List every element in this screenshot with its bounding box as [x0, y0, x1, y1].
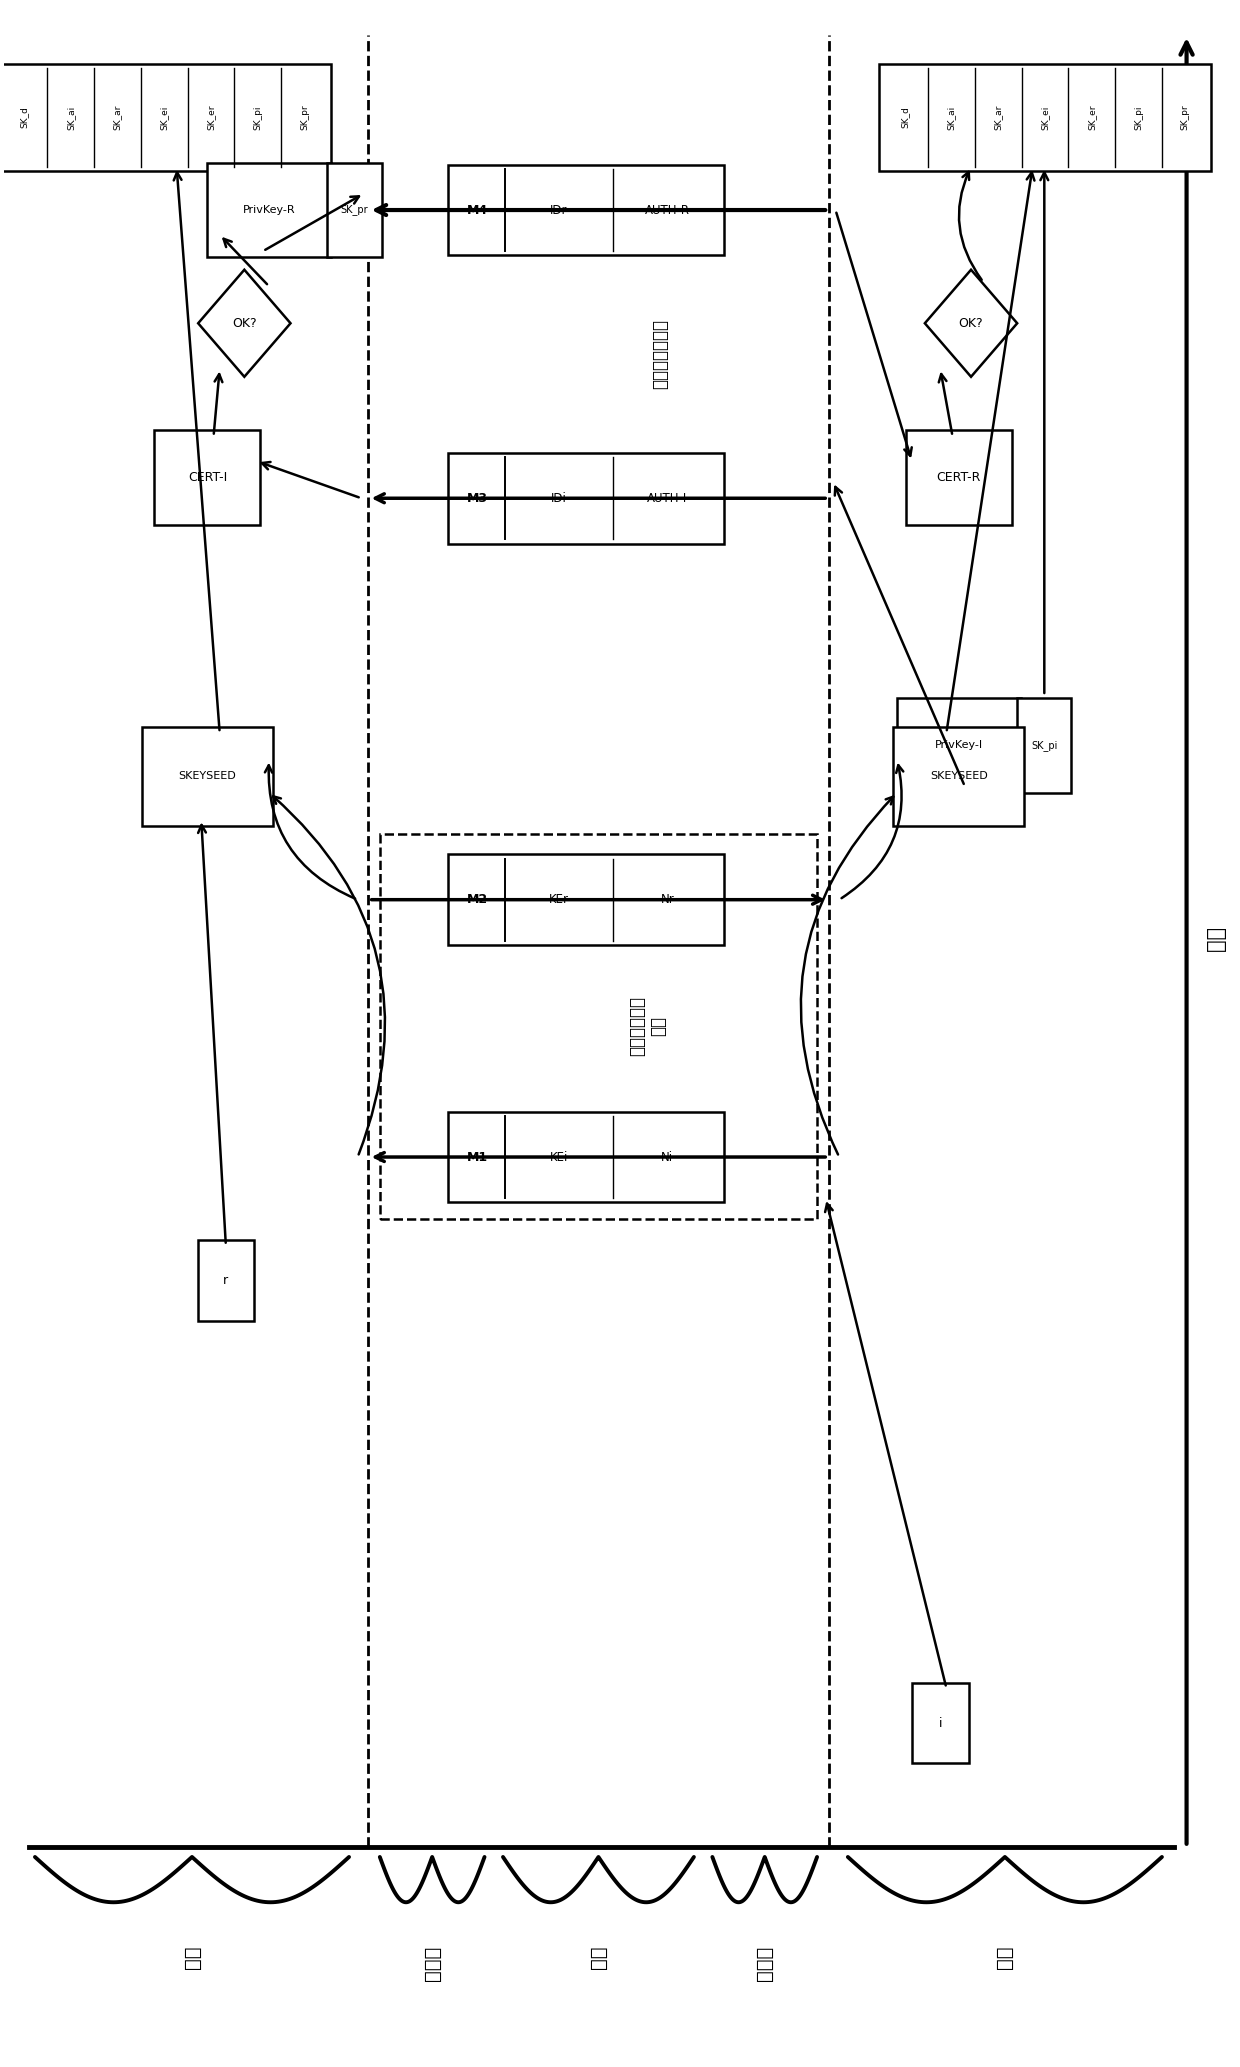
- Text: SK_ar: SK_ar: [993, 105, 1003, 130]
- FancyBboxPatch shape: [1017, 699, 1071, 792]
- Text: SK_ai: SK_ai: [947, 105, 956, 130]
- FancyBboxPatch shape: [448, 453, 724, 544]
- Text: SKEYSEED: SKEYSEED: [179, 771, 237, 781]
- Text: 应答器: 应答器: [423, 1945, 441, 1980]
- Text: SK_pr: SK_pr: [1180, 105, 1190, 130]
- FancyBboxPatch shape: [207, 163, 331, 258]
- FancyBboxPatch shape: [879, 64, 1211, 172]
- Text: M3: M3: [467, 492, 489, 504]
- Text: PrivKey-R: PrivKey-R: [243, 205, 295, 215]
- FancyBboxPatch shape: [0, 64, 331, 172]
- Text: SK_er: SK_er: [207, 105, 216, 130]
- Text: （秘密的）认证: （秘密的）认证: [651, 318, 670, 389]
- Text: SKEYSEED: SKEYSEED: [930, 771, 987, 781]
- Text: Ni: Ni: [661, 1151, 673, 1164]
- Text: SK_pr: SK_pr: [300, 105, 309, 130]
- Text: CERT-R: CERT-R: [936, 471, 981, 484]
- Text: Nr: Nr: [661, 893, 675, 905]
- FancyBboxPatch shape: [448, 854, 724, 945]
- FancyBboxPatch shape: [197, 1240, 254, 1321]
- Text: AUTH-I: AUTH-I: [647, 492, 687, 504]
- Text: 处理: 处理: [996, 1945, 1014, 1970]
- Text: AUTH-R: AUTH-R: [645, 203, 689, 217]
- Bar: [379, 833, 817, 1220]
- Text: SK_pr: SK_pr: [341, 205, 368, 215]
- Polygon shape: [198, 269, 290, 376]
- Polygon shape: [925, 269, 1017, 376]
- Text: SK_ar: SK_ar: [113, 105, 122, 130]
- FancyBboxPatch shape: [155, 430, 260, 525]
- FancyBboxPatch shape: [905, 430, 1012, 525]
- FancyBboxPatch shape: [911, 1683, 968, 1763]
- Text: SK_er: SK_er: [1087, 105, 1096, 130]
- Text: 迪菲－赫尔曼
交换: 迪菲－赫尔曼 交换: [629, 996, 667, 1056]
- Text: r: r: [223, 1273, 228, 1288]
- Text: SK_pi: SK_pi: [1135, 105, 1143, 130]
- Text: M1: M1: [467, 1151, 489, 1164]
- Text: KEr: KEr: [549, 893, 569, 905]
- Text: 时间: 时间: [1205, 928, 1225, 953]
- Text: SK_ai: SK_ai: [66, 105, 76, 130]
- Text: M4: M4: [467, 203, 489, 217]
- Text: KEi: KEi: [549, 1151, 568, 1164]
- Text: IDi: IDi: [551, 492, 567, 504]
- Text: 通信: 通信: [589, 1945, 608, 1970]
- Text: CERT-I: CERT-I: [187, 471, 227, 484]
- Text: SK_pi: SK_pi: [1032, 740, 1058, 750]
- Text: PrivKey-I: PrivKey-I: [935, 740, 983, 750]
- FancyBboxPatch shape: [448, 165, 724, 256]
- Text: i: i: [939, 1718, 942, 1730]
- Text: 起始器: 起始器: [755, 1945, 774, 1980]
- FancyBboxPatch shape: [448, 1112, 724, 1203]
- FancyBboxPatch shape: [143, 728, 273, 825]
- Text: M2: M2: [467, 893, 489, 905]
- Text: OK?: OK?: [959, 316, 983, 331]
- Text: SK_d: SK_d: [20, 107, 29, 128]
- Text: SK_pi: SK_pi: [253, 105, 263, 130]
- FancyBboxPatch shape: [894, 728, 1024, 825]
- FancyBboxPatch shape: [327, 163, 382, 258]
- FancyBboxPatch shape: [897, 699, 1021, 792]
- Text: SK_d: SK_d: [900, 107, 909, 128]
- Text: SK_ei: SK_ei: [1040, 105, 1049, 130]
- Text: SK_ei: SK_ei: [160, 105, 169, 130]
- Text: OK?: OK?: [232, 316, 257, 331]
- Text: 处理: 处理: [182, 1945, 201, 1970]
- Text: IDr: IDr: [551, 203, 568, 217]
